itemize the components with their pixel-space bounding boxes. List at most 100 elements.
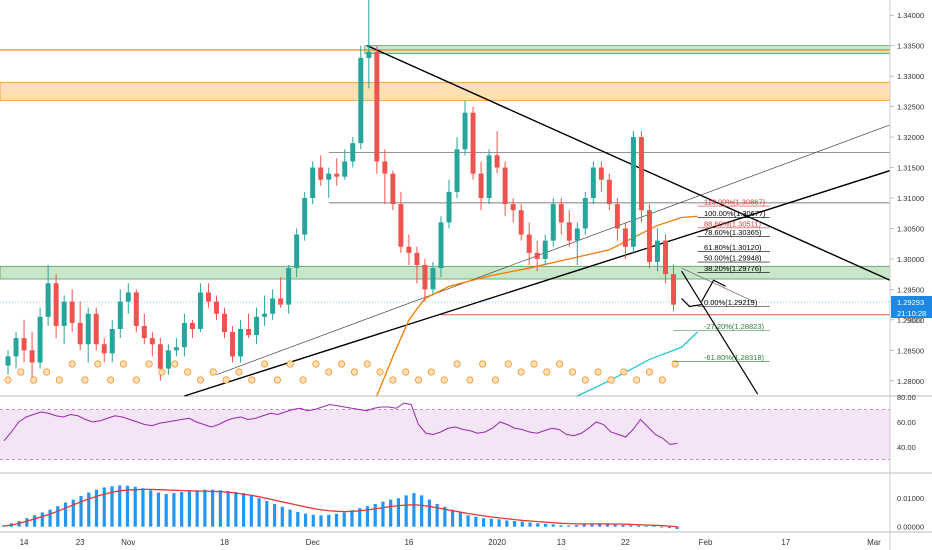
time-tick-label: 16 xyxy=(404,538,413,547)
event-marker xyxy=(594,368,602,376)
candle-body xyxy=(470,112,476,174)
event-marker xyxy=(299,376,307,384)
macd-bar xyxy=(613,524,617,527)
event-marker xyxy=(94,360,102,368)
candle-body xyxy=(141,325,147,339)
macd-bar xyxy=(195,490,199,527)
candle-body xyxy=(638,137,644,211)
event-marker xyxy=(620,368,628,376)
macd-bar xyxy=(404,495,408,527)
macd-bar xyxy=(474,516,478,527)
candle-body xyxy=(462,112,468,150)
candle-body xyxy=(422,265,428,290)
macd-bar xyxy=(365,506,370,527)
candle-body xyxy=(77,322,83,345)
price-tick-label: 1.34000 xyxy=(897,11,924,20)
macd-bar xyxy=(675,526,679,530)
macd-bar xyxy=(32,515,37,527)
event-marker xyxy=(261,360,269,368)
macd-bar xyxy=(296,511,300,527)
rsi-tick-label: 40.00 xyxy=(897,443,916,452)
event-marker xyxy=(325,368,333,376)
candle-body xyxy=(654,240,660,262)
time-tick-label: 13 xyxy=(557,538,566,547)
candle-body xyxy=(622,228,628,247)
candle-body xyxy=(157,344,163,369)
macd-bar xyxy=(56,506,60,527)
candle-body xyxy=(582,198,588,229)
fib-label-2: 88.60%(1.30511) xyxy=(704,219,761,228)
price-tick-label: 1.33000 xyxy=(897,72,924,81)
candle-body xyxy=(334,173,340,177)
event-marker xyxy=(517,368,525,376)
macd-bar xyxy=(226,491,230,527)
macd-bar xyxy=(350,510,354,527)
time-tick-label: Mar xyxy=(867,538,881,547)
macd-bar xyxy=(40,512,44,527)
event-marker xyxy=(543,368,551,376)
candle-body xyxy=(566,222,572,241)
macd-bar xyxy=(218,490,222,527)
fib-label-4: 61.80%(1.30120) xyxy=(704,243,762,252)
fib-label-7: 0.00%(1.29219) xyxy=(704,298,758,307)
candle-body xyxy=(438,222,444,269)
macd-bar xyxy=(164,493,168,527)
candle-body xyxy=(69,301,75,323)
candle-body xyxy=(205,292,211,302)
macd-bar xyxy=(102,487,106,527)
countdown-tag xyxy=(891,306,932,318)
event-marker xyxy=(671,360,679,368)
candle-body xyxy=(390,173,396,205)
event-marker xyxy=(530,360,538,368)
event-marker xyxy=(479,360,487,368)
event-marker xyxy=(645,368,653,376)
candle-body xyxy=(302,198,308,235)
macd-bar xyxy=(629,525,633,527)
event-marker xyxy=(581,376,589,384)
candle-body xyxy=(230,332,236,357)
macd-bar xyxy=(272,503,277,527)
time-tick-label: Dec xyxy=(306,538,320,547)
macd-signal-line xyxy=(3,488,678,528)
macd-bar xyxy=(551,524,555,527)
price-tick-label: 1.29500 xyxy=(897,285,924,294)
macd-bar xyxy=(497,519,501,527)
candle-body xyxy=(478,173,484,198)
macd-bar xyxy=(667,526,671,529)
macd-bar xyxy=(241,493,246,527)
macd-bar xyxy=(574,525,579,527)
event-marker xyxy=(222,376,230,384)
macd-bar xyxy=(520,521,524,527)
event-marker xyxy=(43,368,51,376)
price-tick-label: 1.29000 xyxy=(897,316,924,325)
event-marker xyxy=(633,376,641,384)
macd-bar xyxy=(582,524,586,527)
event-marker xyxy=(30,376,38,384)
event-marker xyxy=(556,360,564,368)
candle-body xyxy=(85,313,91,345)
macd-bar xyxy=(660,526,664,528)
macd-bar xyxy=(605,523,610,527)
candle-body xyxy=(671,274,676,305)
price-tick-label: 1.33500 xyxy=(897,42,924,51)
macd-bar xyxy=(211,489,215,527)
event-marker xyxy=(145,360,153,368)
candle-body xyxy=(318,167,324,180)
event-marker xyxy=(119,360,127,368)
macd-bar xyxy=(420,495,424,527)
candle-body xyxy=(45,283,51,317)
event-marker xyxy=(184,368,192,376)
macd-bar xyxy=(79,495,83,527)
event-marker xyxy=(209,368,217,376)
candle-body xyxy=(278,298,284,305)
event-marker xyxy=(427,368,435,376)
candle-body xyxy=(430,268,436,290)
event-marker xyxy=(158,368,166,376)
candle-body xyxy=(326,173,332,180)
macd-bar xyxy=(396,498,401,527)
macd-bar xyxy=(63,502,68,527)
macd-bar xyxy=(280,506,284,527)
event-marker xyxy=(248,376,256,384)
arrow-up-right xyxy=(701,279,726,302)
candle-body xyxy=(518,210,524,235)
